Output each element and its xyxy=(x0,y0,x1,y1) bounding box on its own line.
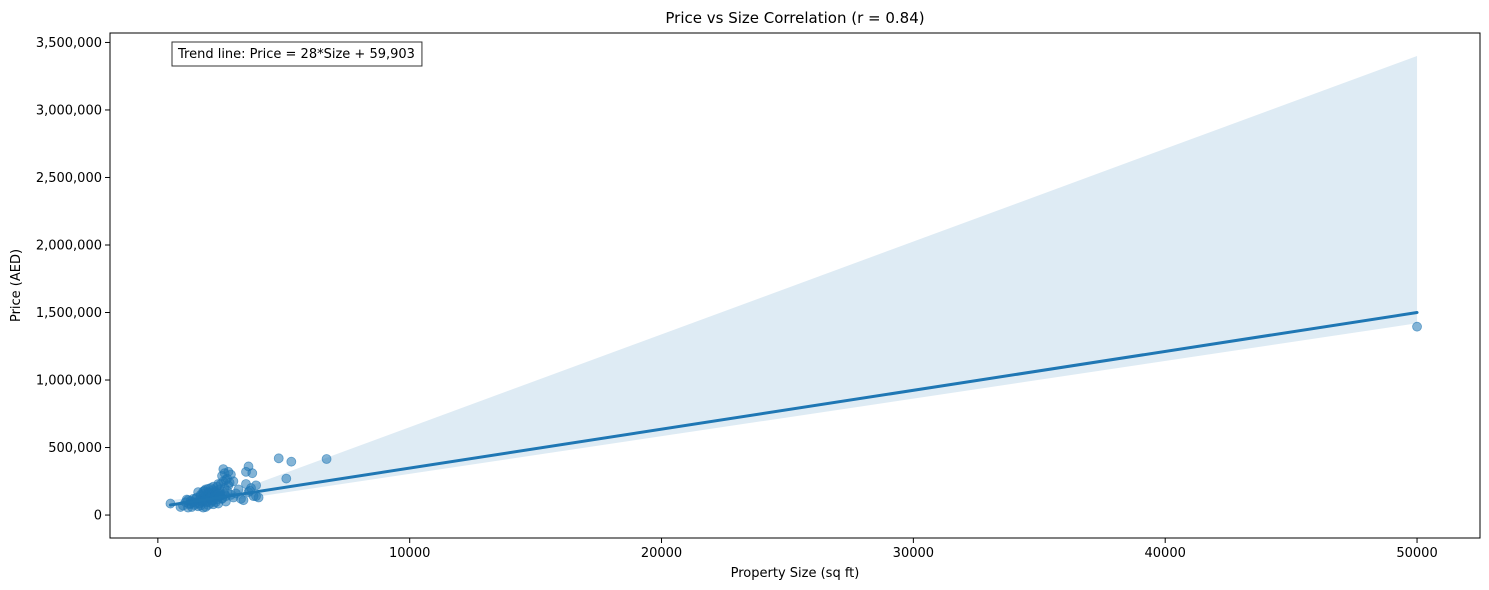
y-axis-label: Price (AED) xyxy=(9,249,24,322)
data-point xyxy=(198,486,209,497)
y-tick-label: 2,500,000 xyxy=(36,171,102,186)
x-tick-label: 50000 xyxy=(1396,546,1437,561)
confidence-band xyxy=(170,55,1418,506)
data-point xyxy=(286,456,297,467)
data-point xyxy=(238,495,249,506)
y-tick-label: 3,000,000 xyxy=(36,103,102,118)
annotation-text: Trend line: Price = 28*Size + 59,903 xyxy=(177,47,415,62)
data-point xyxy=(281,473,292,484)
y-tick-label: 500,000 xyxy=(48,441,102,456)
x-tick-label: 0 xyxy=(154,546,162,561)
x-tick-label: 10000 xyxy=(389,546,430,561)
y-tick-label: 3,500,000 xyxy=(36,36,102,51)
data-point xyxy=(321,454,332,464)
trend-annotation: Trend line: Price = 28*Size + 59,903 xyxy=(171,41,423,67)
x-tick-label: 40000 xyxy=(1145,546,1186,561)
y-tick-label: 0 xyxy=(94,509,102,524)
y-tick-label: 1,500,000 xyxy=(36,306,102,321)
data-point xyxy=(273,453,284,464)
x-tick-label: 20000 xyxy=(641,546,682,561)
trend-line xyxy=(168,311,1419,507)
y-tick-label: 2,000,000 xyxy=(36,238,102,253)
annotation-box xyxy=(171,41,423,67)
y-tick-label: 1,000,000 xyxy=(36,374,102,389)
data-point xyxy=(251,480,261,491)
data-point xyxy=(247,468,258,479)
plot-frame xyxy=(109,32,1481,539)
data-point xyxy=(224,477,235,488)
chart-title: Price vs Size Correlation (r = 0.84) xyxy=(665,9,924,27)
x-axis-label: Property Size (sq ft) xyxy=(731,566,860,581)
x-tick-label: 30000 xyxy=(893,546,934,561)
data-point xyxy=(1412,321,1422,332)
